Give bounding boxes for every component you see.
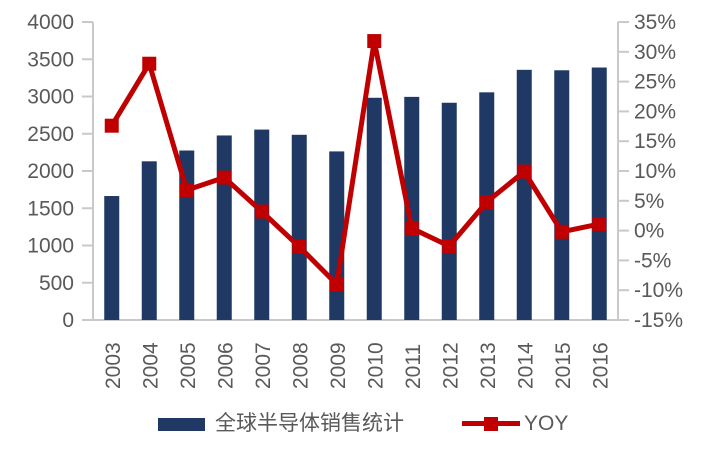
- yoy-marker-2008: [292, 239, 307, 254]
- bar-2014: [516, 69, 532, 320]
- yoy-marker-2014: [517, 164, 532, 179]
- right-axis-tick-label: 5%: [634, 190, 664, 213]
- x-axis-tick-label: 2013: [477, 342, 500, 389]
- bar-2015: [554, 70, 570, 320]
- yoy-marker-2007: [254, 204, 269, 219]
- yoy-marker-2013: [479, 194, 494, 209]
- x-axis-tick-label: 2003: [102, 342, 125, 389]
- right-axis-tick-label: 10%: [634, 160, 676, 183]
- x-axis-tick-label: 2007: [252, 342, 275, 389]
- right-axis-tick-label: -5%: [634, 249, 671, 272]
- right-axis-tick-label: 35%: [634, 11, 676, 34]
- bar-series-swatch: [158, 417, 205, 431]
- left-axis-tick-label: 1500: [27, 197, 74, 220]
- yoy-marker-2012: [442, 239, 457, 254]
- bar-2006: [216, 135, 232, 320]
- yoy-marker-2015: [554, 224, 569, 239]
- yoy-marker-2010: [367, 34, 382, 49]
- left-axis-tick-label: 1000: [27, 235, 74, 258]
- yoy-marker-2011: [404, 221, 419, 236]
- bar-2016: [591, 67, 607, 320]
- left-axis-tick-label: 4000: [27, 11, 74, 34]
- bar-series-label: 全球半导体销售统计: [215, 412, 404, 435]
- yoy-marker-2005: [179, 183, 194, 198]
- left-axis-tick-label: 0: [62, 309, 74, 332]
- yoy-marker-2006: [217, 170, 232, 185]
- legend-item-bars: 全球半导体销售统计: [158, 410, 404, 438]
- bar-2010: [366, 97, 382, 320]
- left-axis-tick-label: 2000: [27, 160, 74, 183]
- x-axis-tick-label: 2005: [177, 342, 200, 389]
- bar-2012: [441, 102, 457, 321]
- bar-2003: [104, 196, 120, 320]
- x-axis-tick-label: 2004: [139, 342, 162, 389]
- line-series-swatch: [462, 417, 520, 431]
- right-axis-tick-label: 20%: [634, 100, 676, 123]
- left-axis-tick-label: 500: [39, 272, 74, 295]
- left-axis-tick-label: 2500: [27, 123, 74, 146]
- x-axis-tick-label: 2011: [402, 344, 425, 389]
- x-axis-tick-label: 2008: [289, 342, 312, 389]
- line-swatch-marker-icon: [484, 417, 498, 431]
- right-axis-tick-label: 30%: [634, 41, 676, 64]
- x-axis-tick-label: 2016: [589, 342, 612, 389]
- bar-2008: [291, 134, 307, 320]
- yoy-marker-2009: [329, 277, 344, 292]
- left-axis-tick-label: 3500: [27, 48, 74, 71]
- right-axis-tick-label: 15%: [634, 130, 676, 153]
- line-series-label: YOY: [524, 412, 569, 435]
- x-axis-tick-label: 2006: [214, 342, 237, 389]
- right-axis-tick-label: 0%: [634, 220, 664, 243]
- yoy-marker-2003: [104, 118, 119, 133]
- legend-item-yoy: YOY: [462, 410, 568, 438]
- x-axis-tick-label: 2015: [552, 342, 575, 389]
- yoy-marker-2016: [592, 217, 607, 232]
- yoy-marker-2004: [142, 56, 157, 71]
- left-axis-tick-label: 3000: [27, 86, 74, 109]
- right-axis-tick-label: -10%: [634, 279, 683, 302]
- x-axis-tick-label: 2014: [514, 342, 537, 389]
- x-axis-tick-label: 2012: [439, 342, 462, 389]
- x-axis-tick-label: 2010: [364, 342, 387, 389]
- right-axis-tick-label: -15%: [634, 309, 683, 332]
- x-axis-tick-label: 2009: [327, 342, 350, 389]
- bar-2004: [141, 161, 157, 320]
- bar-2011: [404, 96, 420, 320]
- right-axis-tick-label: 25%: [634, 71, 676, 94]
- bar-2007: [254, 129, 270, 320]
